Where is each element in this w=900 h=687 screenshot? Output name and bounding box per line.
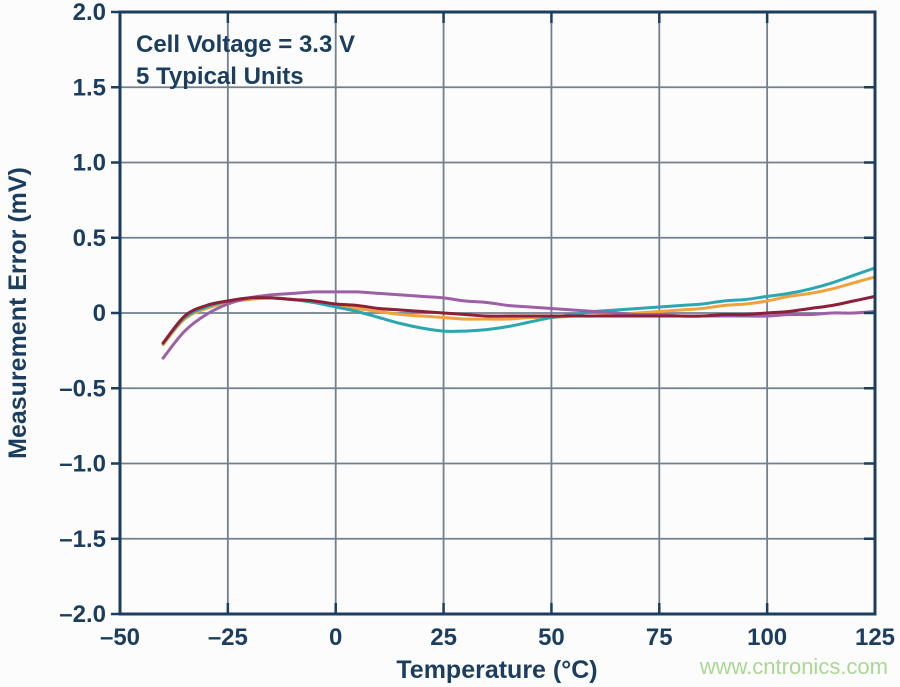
curve-unit-orange [161, 275, 877, 347]
plot-frame [118, 10, 877, 616]
y-tick-label: –2.0 [59, 601, 106, 628]
y-tick-label: 1.5 [73, 74, 106, 101]
annotation-cell-voltage: Cell Voltage = 3.3 V [136, 31, 355, 58]
x-tick-label: 100 [747, 624, 787, 651]
x-tick-label: –50 [100, 624, 140, 651]
y-axis-title: Measurement Error (mV) [4, 167, 32, 459]
x-tick-label: 125 [855, 624, 895, 651]
x-tick-label: 50 [538, 624, 565, 651]
watermark-text: www.cntronics.com [699, 654, 888, 679]
curve-unit-purple [161, 290, 877, 360]
y-tick-label: 0 [93, 300, 106, 327]
x-axis-title: Temperature (°C) [396, 656, 597, 684]
y-tick-label: –1.0 [59, 451, 106, 478]
x-tick-label: 0 [329, 624, 342, 651]
curve-unit-maroon [161, 294, 877, 345]
y-tick-label: 1.0 [73, 150, 106, 177]
y-tick-label: –0.5 [59, 375, 106, 402]
y-tick-label: –1.5 [59, 526, 106, 553]
y-tick-label: 2.0 [73, 0, 106, 26]
x-tick-label: 25 [430, 624, 457, 651]
y-tick-label: 0.5 [73, 225, 106, 252]
x-tick-label: 75 [646, 624, 673, 651]
axis-tick-labels: –50 –25 0 25 50 75 100 125 –2.0 –1.5 –1.0 –0.5 0 0.5 1… [59, 0, 895, 651]
x-tick-label: –25 [208, 624, 248, 651]
curve-layer [161, 266, 877, 360]
annotation-typical-units: 5 Typical Units [136, 63, 304, 90]
